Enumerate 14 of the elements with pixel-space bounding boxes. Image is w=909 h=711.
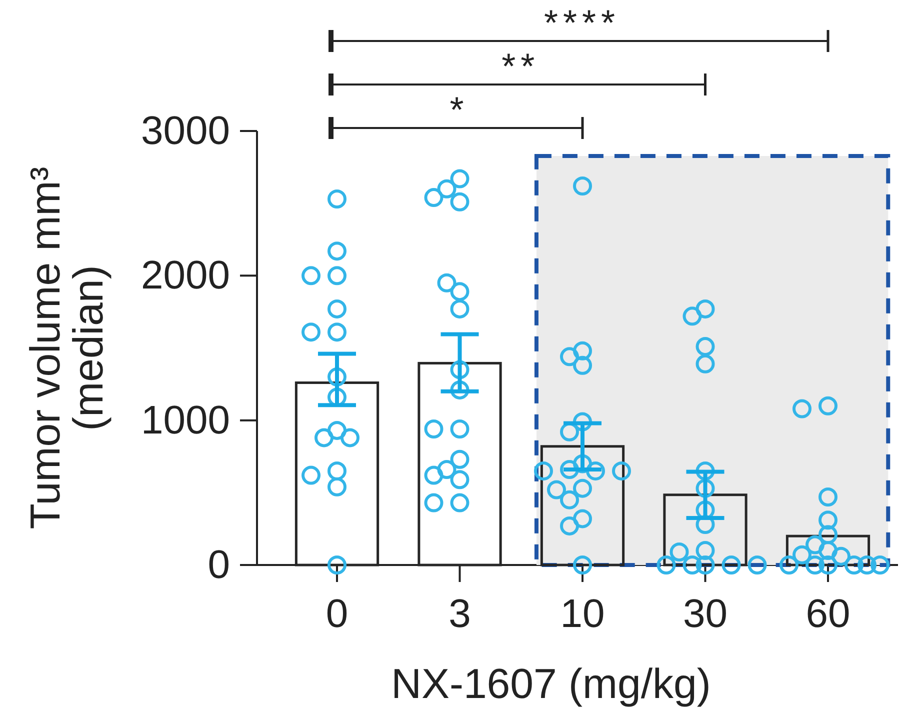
- x-tick-label: 0: [326, 592, 348, 636]
- x-tick-label: 30: [683, 592, 728, 636]
- y-tick-label: 2000: [141, 254, 230, 298]
- text: ****: [544, 2, 620, 43]
- x-tick-label: 60: [806, 592, 850, 636]
- y-tick-label: 1000: [141, 398, 230, 442]
- y-tick-label: 0: [208, 543, 230, 587]
- y-axis-title: Tumor volume mm³ (median): [21, 166, 111, 530]
- y-tick-label: 3000: [141, 109, 230, 153]
- x-tick-label: 3: [448, 592, 471, 636]
- text: *: [450, 89, 469, 130]
- x-axis-title: NX-1607 (mg/kg): [391, 660, 711, 707]
- text: **: [502, 46, 540, 86]
- x-tick-label: 10: [560, 592, 605, 636]
